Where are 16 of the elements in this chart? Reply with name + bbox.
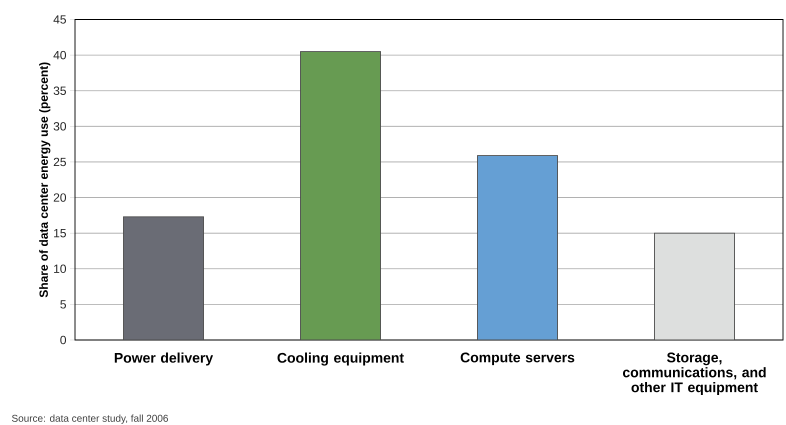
- y-tick-label: 40: [53, 50, 66, 60]
- x-tick-label: Cooling equipment: [278, 352, 404, 366]
- y-axis-title: Share of data center energy use (percent): [39, 62, 50, 298]
- y-tick-label: 15: [54, 229, 66, 238]
- y-tick-label: 30: [54, 122, 66, 131]
- x-tick-label: Compute servers: [460, 352, 574, 366]
- x-tick-label: Storage, communications, and other IT equipment: [622, 352, 766, 396]
- y-tick-label: 5: [60, 300, 66, 309]
- y-tick-label: 20: [54, 193, 66, 202]
- y-tick-label: 10: [54, 264, 66, 273]
- y-tick-label: 0: [60, 336, 66, 344]
- x-tick-label: Power delivery: [114, 352, 214, 366]
- y-tick-label: 25: [54, 158, 66, 166]
- y-tick-label: 35: [54, 86, 66, 95]
- source-note: Source: data center study, fall 2006: [12, 414, 168, 424]
- y-tick-label: 45: [53, 15, 66, 24]
